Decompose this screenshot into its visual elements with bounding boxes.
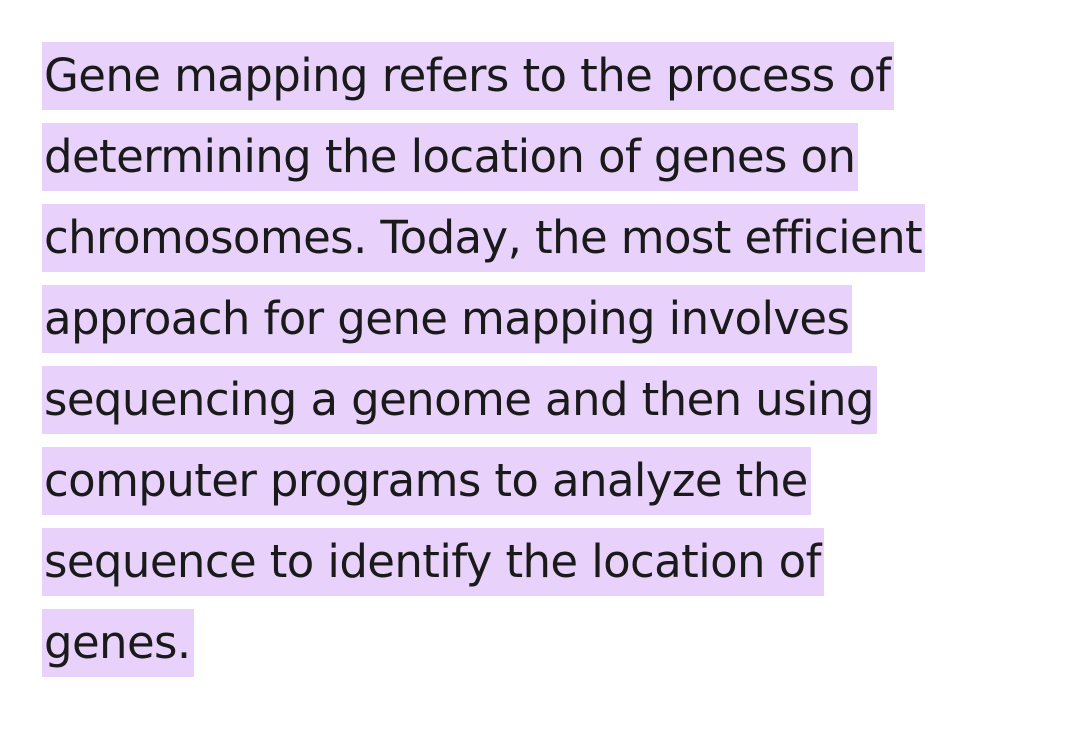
highlighted-text[interactable]: sequencing a genome and then using (42, 366, 877, 434)
text-line: determining the location of genes on (42, 123, 1042, 204)
highlighted-text[interactable]: computer programs to analyze the (42, 447, 811, 515)
text-line: chromosomes. Today, the most efficient (42, 204, 1042, 285)
highlighted-paragraph: Gene mapping refers to the process of de… (42, 42, 1042, 690)
text-line: sequencing a genome and then using (42, 366, 1042, 447)
highlighted-text[interactable]: sequence to identify the location of (42, 528, 824, 596)
highlighted-text[interactable]: approach for gene mapping involves (42, 285, 853, 353)
text-line: Gene mapping refers to the process of (42, 42, 1042, 123)
text-line: sequence to identify the location of (42, 528, 1042, 609)
highlighted-text[interactable]: chromosomes. Today, the most efficient (42, 204, 926, 272)
text-line: computer programs to analyze the (42, 447, 1042, 528)
highlighted-text[interactable]: genes. (42, 609, 194, 677)
text-line: genes. (42, 609, 1042, 690)
text-line: approach for gene mapping involves (42, 285, 1042, 366)
highlighted-text[interactable]: determining the location of genes on (42, 123, 859, 191)
highlighted-text[interactable]: Gene mapping refers to the process of (42, 42, 894, 110)
